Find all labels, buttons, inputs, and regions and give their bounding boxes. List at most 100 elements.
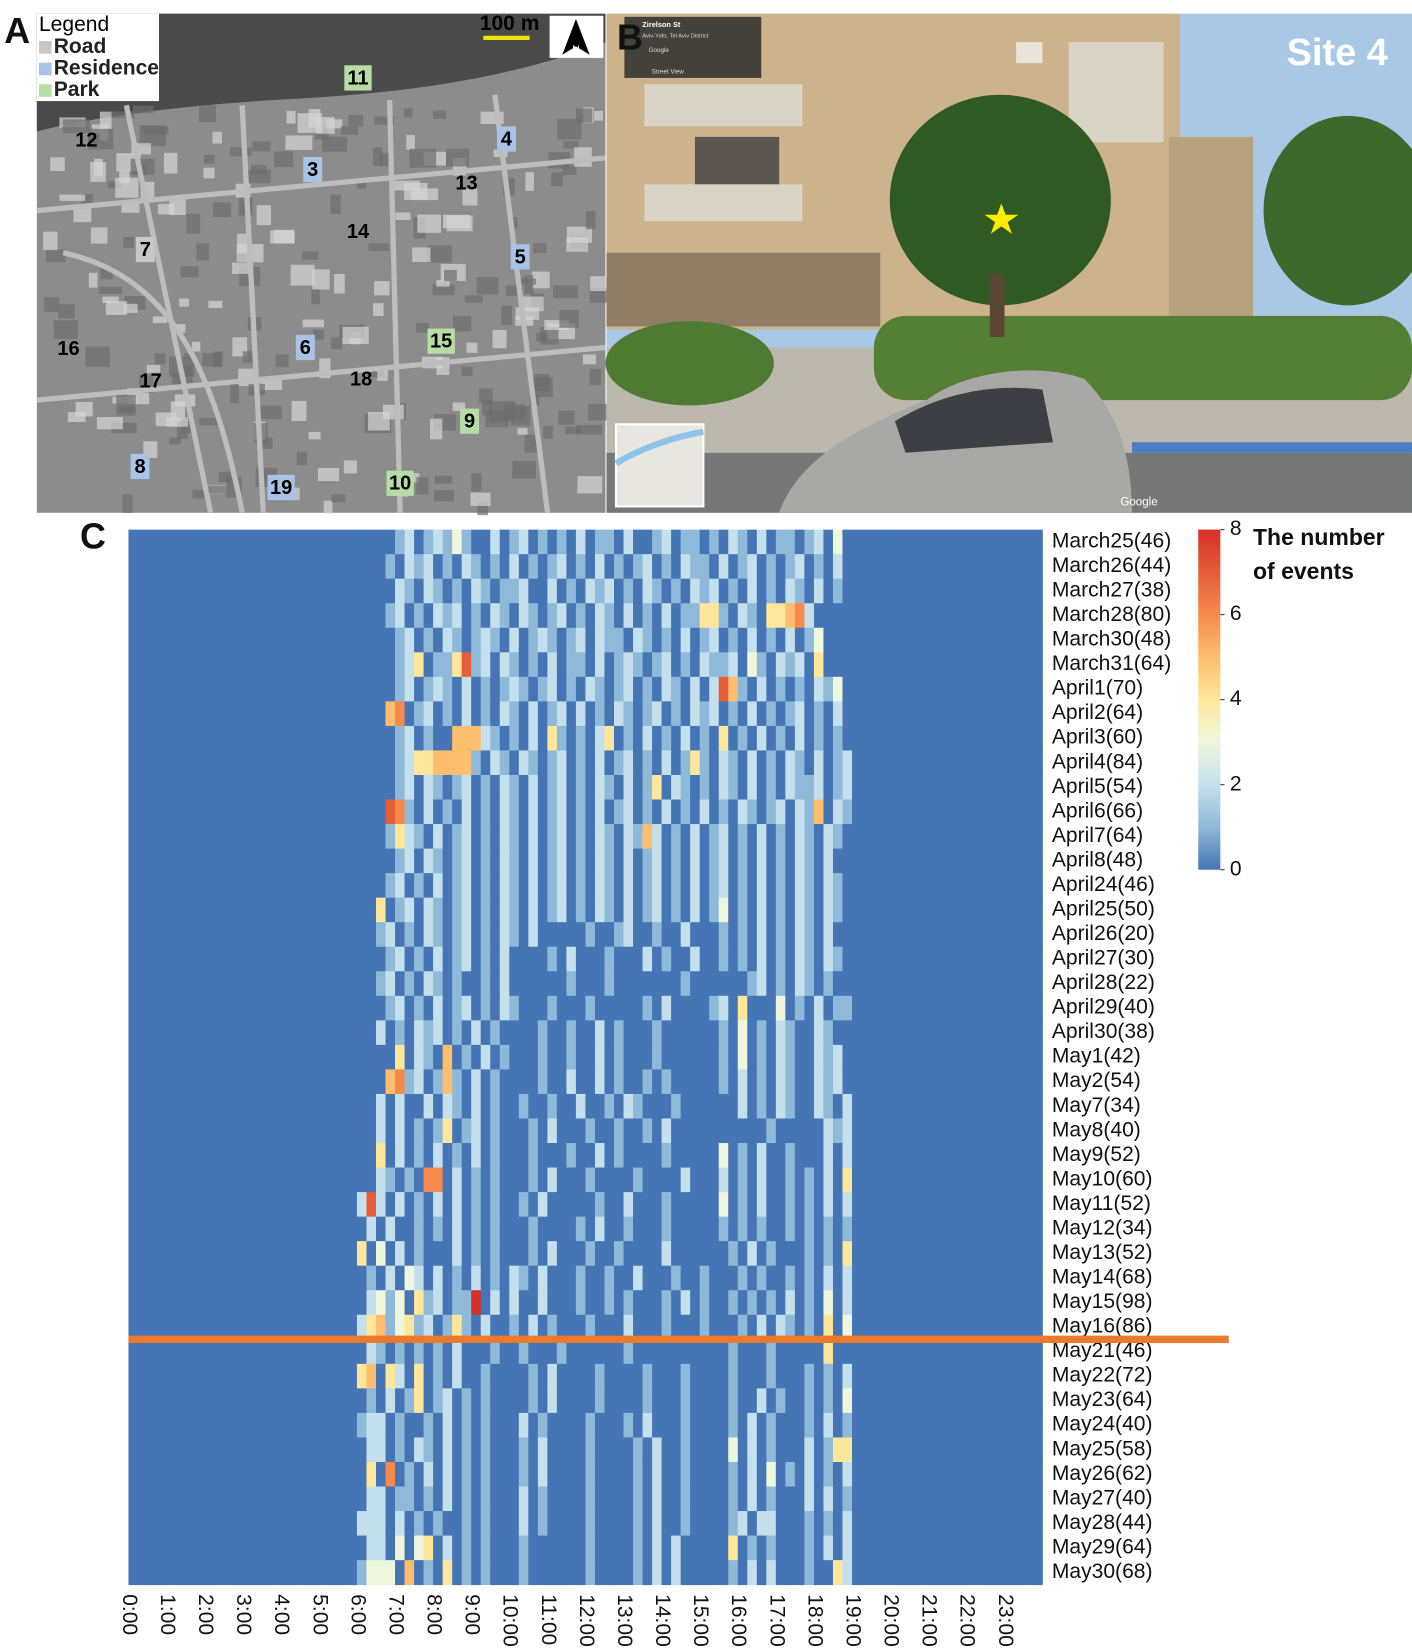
- heat-cell: [176, 897, 187, 923]
- heat-cell: [528, 922, 539, 948]
- heat-cell: [680, 946, 691, 972]
- heat-cell: [166, 922, 177, 948]
- heat-cell: [366, 1437, 377, 1463]
- heat-cell: [804, 848, 815, 874]
- row-label: May1(42): [1052, 1045, 1141, 1068]
- heat-cell: [747, 1216, 758, 1242]
- heat-cell: [975, 1461, 986, 1487]
- heat-cell: [309, 1388, 320, 1414]
- map-block: [256, 205, 272, 226]
- heat-cell: [299, 897, 310, 923]
- heat-cell: [461, 603, 472, 629]
- heat-cell: [604, 750, 615, 776]
- map-block: [102, 296, 119, 304]
- heat-cell: [728, 701, 739, 727]
- heat-cell: [518, 1388, 529, 1414]
- heat-cell: [756, 1535, 767, 1561]
- heat-cell: [604, 725, 615, 751]
- heat-cell: [718, 971, 729, 997]
- heat-cell: [337, 1241, 348, 1267]
- heat-cell: [966, 848, 977, 874]
- heat-cell: [556, 1339, 567, 1365]
- heat-cell: [766, 1265, 777, 1291]
- heat-cell: [1013, 1461, 1024, 1487]
- heat-cell: [690, 1290, 701, 1316]
- heat-cell: [1004, 1044, 1015, 1070]
- heat-cell: [433, 652, 444, 678]
- heat-cell: [185, 995, 196, 1021]
- heat-cell: [290, 1265, 301, 1291]
- heat-cell: [861, 676, 872, 702]
- heat-cell: [442, 1020, 453, 1046]
- heat-cell: [594, 873, 605, 899]
- heat-cell: [166, 578, 177, 604]
- heat-cell: [728, 1241, 739, 1267]
- heat-cell: [137, 774, 148, 800]
- map-block: [557, 118, 582, 140]
- row-label: April24(46): [1052, 873, 1155, 896]
- heat-cell: [594, 1241, 605, 1267]
- row-label: April28(22): [1052, 971, 1155, 994]
- heat-cell: [356, 1020, 367, 1046]
- heat-cell: [594, 995, 605, 1021]
- heat-cell: [337, 946, 348, 972]
- heat-cell: [461, 676, 472, 702]
- map-block: [426, 245, 453, 263]
- heat-cell: [747, 946, 758, 972]
- heat-cell: [690, 1044, 701, 1070]
- heat-cell: [985, 1093, 996, 1119]
- heat-cell: [242, 897, 253, 923]
- heat-cell: [195, 1093, 206, 1119]
- heat-cell: [642, 1167, 653, 1193]
- heat-cell: [909, 1241, 920, 1267]
- heat-cell: [613, 1486, 624, 1512]
- heat-cell: [1013, 676, 1024, 702]
- heat-cell: [414, 1290, 425, 1316]
- heat-cell: [128, 848, 139, 874]
- heat-cell: [633, 1167, 643, 1193]
- heat-cell: [157, 774, 167, 800]
- heat-cell: [623, 971, 634, 997]
- heat-cell: [975, 1241, 986, 1267]
- site-marker: [344, 65, 372, 91]
- heat-cell: [223, 1535, 234, 1561]
- heat-cell: [566, 701, 577, 727]
- heat-cell: [909, 873, 920, 899]
- heat-cell: [937, 1265, 948, 1291]
- heat-cell: [899, 995, 910, 1021]
- heat-cell: [918, 1143, 929, 1168]
- heat-cell: [575, 603, 586, 629]
- heat-cell: [623, 1388, 634, 1414]
- heat-cell: [509, 1118, 520, 1144]
- heat-cell: [223, 1560, 234, 1586]
- heat-cell: [299, 1241, 310, 1267]
- heat-cell: [214, 799, 225, 825]
- heat-cell: [137, 1486, 148, 1512]
- heat-cell: [756, 1511, 767, 1537]
- heat-cell: [890, 1511, 901, 1537]
- heat-cell: [775, 848, 786, 874]
- heat-cell: [518, 995, 529, 1021]
- heat-cell: [737, 897, 748, 923]
- heat-cell: [661, 1044, 672, 1070]
- heat-cell: [966, 1560, 977, 1586]
- heat-cell: [318, 1241, 329, 1267]
- heat-cell: [633, 529, 643, 555]
- heat-cell: [556, 922, 567, 948]
- heat-cell: [728, 1437, 739, 1463]
- heat-cell: [337, 1192, 348, 1218]
- heat-cell: [299, 946, 310, 972]
- heat-cell: [604, 578, 615, 604]
- heat-cell: [356, 627, 367, 653]
- heat-cell: [252, 922, 263, 948]
- heat-cell: [490, 1093, 501, 1119]
- heat-cell: [947, 1093, 958, 1119]
- heat-cell: [794, 1412, 805, 1438]
- heat-cell: [918, 676, 929, 702]
- heat-cell: [699, 1265, 710, 1291]
- heat-cell: [699, 1339, 710, 1365]
- heat-cell: [566, 971, 577, 997]
- heat-cell: [528, 627, 539, 653]
- heat-cell: [414, 971, 425, 997]
- heat-cell: [1032, 725, 1043, 751]
